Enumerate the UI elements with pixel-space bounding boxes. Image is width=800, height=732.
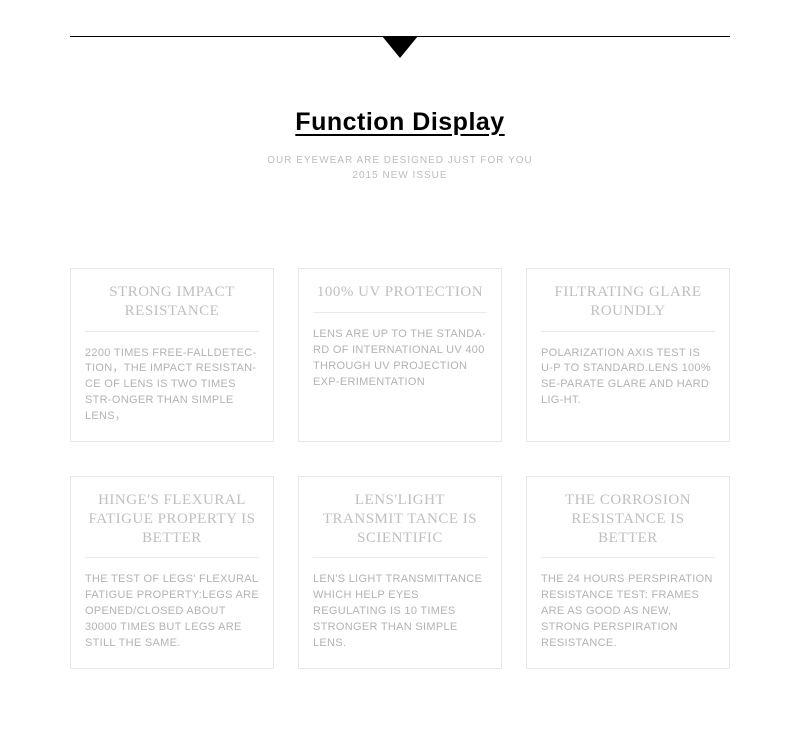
feature-card-title: FILTRATING GLARE ROUNDLY	[541, 283, 715, 332]
page-subtitle: OUR EYEWEAR ARE DESIGNED JUST FOR YOU 20…	[0, 153, 800, 183]
feature-card-body: 2200 TIMES FREE-FALLDETEC-TION，THE IMPAC…	[85, 346, 259, 426]
feature-card: FILTRATING GLARE ROUNDLY POLARIZATION AX…	[526, 268, 730, 442]
feature-card-body: POLARIZATION AXIS TEST IS U-P TO STANDAR…	[541, 346, 715, 410]
feature-card: THE CORROSION RESISTANCE IS BETTER THE 2…	[526, 476, 730, 669]
arrow-down-icon	[382, 36, 418, 58]
feature-card-title: STRONG IMPACT RESISTANCE	[85, 283, 259, 332]
feature-card: HINGE'S FLEXURAL FATIGUE PROPERTY IS BET…	[70, 476, 274, 669]
page-title: Function Display	[0, 108, 800, 137]
subtitle-line-1: OUR EYEWEAR ARE DESIGNED JUST FOR YOU	[0, 153, 800, 168]
feature-card: LENS'LIGHT TRANSMIT TANCE IS SCIENTIFIC …	[298, 476, 502, 669]
feature-card: 100% UV PROTECTION LENS ARE UP TO THE ST…	[298, 268, 502, 442]
feature-card-title: 100% UV PROTECTION	[313, 283, 487, 313]
header: Function Display OUR EYEWEAR ARE DESIGNE…	[0, 108, 800, 183]
feature-grid: STRONG IMPACT RESISTANCE 2200 TIMES FREE…	[70, 268, 730, 669]
subtitle-line-2: 2015 NEW ISSUE	[0, 168, 800, 183]
feature-card-body: LENS ARE UP TO THE STANDA-RD OF INTERNAT…	[313, 327, 487, 391]
feature-card-body: THE 24 HOURS PERSPIRATION RESISTANCE TES…	[541, 572, 715, 652]
feature-card-title: HINGE'S FLEXURAL FATIGUE PROPERTY IS BET…	[85, 491, 259, 558]
feature-card: STRONG IMPACT RESISTANCE 2200 TIMES FREE…	[70, 268, 274, 442]
feature-card-title: LENS'LIGHT TRANSMIT TANCE IS SCIENTIFIC	[313, 491, 487, 558]
feature-card-title: THE CORROSION RESISTANCE IS BETTER	[541, 491, 715, 558]
feature-card-body: LEN'S LIGHT TRANSMITTANCE WHICH HELP EYE…	[313, 572, 487, 652]
feature-card-body: THE TEST OF LEGS' FLEXURAL FATIGUE PROPE…	[85, 572, 259, 652]
